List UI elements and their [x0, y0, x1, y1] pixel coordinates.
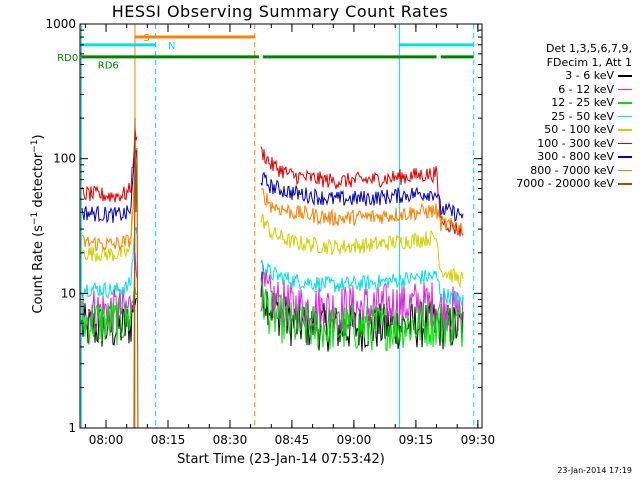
legend-label-2: 12 - 25 keV — [551, 96, 614, 109]
series-line-4 — [81, 176, 464, 289]
state-label-n: N — [168, 41, 175, 52]
legend-swatch-6 — [618, 156, 632, 158]
legend-swatch-2 — [618, 102, 632, 104]
state-label-rd0: RD0 — [57, 53, 78, 64]
legend-item-5: 100 - 300 keV — [516, 137, 632, 151]
legend-label-8: 7000 - 20000 keV — [516, 177, 614, 190]
legend-swatch-5 — [618, 142, 632, 144]
x-tick-label-4: 09:00 — [337, 433, 372, 447]
series-line-3 — [81, 226, 464, 306]
series-line-2 — [81, 278, 464, 352]
x-tick-label-2: 08:30 — [213, 433, 248, 447]
legend-label-4: 50 - 100 keV — [544, 123, 614, 136]
legend-swatch-7 — [618, 169, 632, 171]
legend-swatch-1 — [618, 88, 632, 90]
state-label-s: S — [143, 33, 149, 44]
legend-header-2: FDecim 1, Att 1 — [546, 55, 632, 69]
legend-swatch-4 — [618, 129, 632, 131]
series-line-7 — [81, 164, 464, 252]
y-axis-label: Count Rate (s−1 detector−1) — [29, 134, 47, 314]
legend-swatch-3 — [618, 115, 632, 117]
series-line-8 — [133, 118, 139, 429]
legend-item-1: 6 - 12 keV — [516, 83, 632, 97]
x-axis-label: Start Time (23-Jan-14 07:53:42) — [177, 452, 385, 467]
legend-item-4: 50 - 100 keV — [516, 123, 632, 137]
x-tick-label-0: 08:00 — [89, 433, 124, 447]
x-tick-label-3: 08:45 — [275, 433, 310, 447]
legend-item-3: 25 - 50 keV — [516, 110, 632, 124]
legend-label-7: 800 - 7000 keV — [530, 163, 614, 177]
legend-item-7: 800 - 7000 keV — [516, 164, 632, 178]
y-tick-label-3: 1000 — [45, 17, 76, 31]
x-tick-label-6: 09:30 — [461, 433, 496, 447]
legend-item-0: 3 - 6 keV — [516, 69, 632, 83]
legend-swatch-8 — [618, 183, 632, 185]
y-tick-label-0: 1 — [68, 421, 76, 435]
legend-label-3: 25 - 50 keV — [551, 109, 614, 123]
legend-label-6: 300 - 800 keV — [537, 150, 614, 163]
legend-header-1: Det 1,3,5,6,7,9, — [545, 42, 632, 55]
state-label-rd6: RD6 — [98, 61, 119, 72]
x-tick-label-1: 08:15 — [151, 433, 186, 447]
legend-label-0: 3 - 6 keV — [565, 69, 614, 82]
y-tick-label-1: 10 — [61, 286, 76, 300]
chart-title: HESSI Observing Summary Count Rates — [111, 2, 449, 21]
legend-label-5: 100 - 300 keV — [537, 136, 614, 150]
legend-swatch-0 — [618, 75, 632, 77]
legend-item-8: 7000 - 20000 keV — [516, 177, 632, 191]
footer-timestamp: 23-Jan-2014 17:19 — [557, 466, 632, 475]
series-line-6 — [81, 149, 464, 224]
legend: Det 1,3,5,6,7,9, FDecim 1, Att 1 3 - 6 k… — [516, 42, 632, 191]
plot-frame — [79, 23, 483, 429]
legend-item-6: 300 - 800 keV — [516, 150, 632, 164]
series-line-5 — [81, 127, 464, 237]
x-tick-label-5: 09:15 — [399, 433, 434, 447]
y-tick-label-2: 100 — [53, 152, 76, 166]
legend-label-1: 6 - 12 keV — [558, 82, 614, 96]
legend-item-2: 12 - 25 keV — [516, 96, 632, 110]
